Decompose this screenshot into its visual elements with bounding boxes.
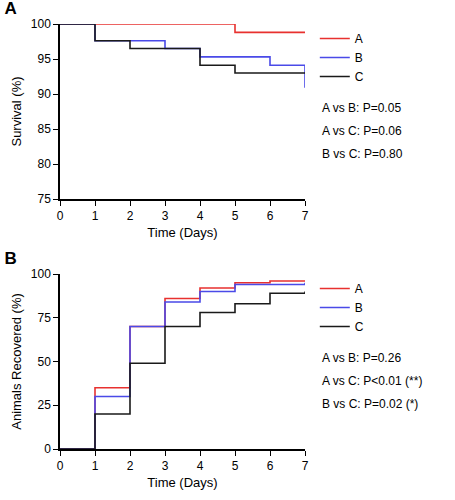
svg-text:1: 1	[92, 209, 99, 223]
svg-text:3: 3	[162, 459, 169, 473]
svg-text:B vs C: P=0.02 (*): B vs C: P=0.02 (*)	[322, 397, 418, 411]
svg-text:75: 75	[37, 311, 51, 325]
svg-text:Survival (%): Survival (%)	[9, 76, 24, 146]
svg-text:25: 25	[37, 398, 51, 412]
svg-text:B: B	[5, 250, 17, 268]
svg-text:50: 50	[37, 355, 51, 369]
svg-text:A vs B: P=0.26: A vs B: P=0.26	[322, 351, 401, 365]
svg-text:4: 4	[197, 459, 204, 473]
svg-text:Time (Days): Time (Days)	[147, 475, 217, 490]
svg-text:6: 6	[267, 209, 274, 223]
svg-text:A vs C: P=0.06: A vs C: P=0.06	[322, 124, 402, 138]
svg-text:2: 2	[127, 209, 134, 223]
svg-text:0: 0	[57, 209, 64, 223]
svg-text:100: 100	[31, 17, 51, 31]
svg-text:B vs C: P=0.80: B vs C: P=0.80	[322, 147, 403, 161]
svg-text:B: B	[355, 301, 363, 315]
svg-text:A: A	[355, 282, 363, 296]
svg-text:90: 90	[37, 87, 51, 101]
svg-text:4: 4	[197, 209, 204, 223]
svg-text:0: 0	[57, 459, 64, 473]
svg-text:3: 3	[162, 209, 169, 223]
svg-text:C: C	[355, 70, 364, 84]
svg-text:6: 6	[267, 459, 274, 473]
svg-text:80: 80	[37, 157, 51, 171]
svg-text:100: 100	[31, 267, 51, 281]
svg-text:1: 1	[92, 459, 99, 473]
svg-text:A vs B: P=0.05: A vs B: P=0.05	[322, 101, 401, 115]
svg-text:95: 95	[37, 52, 51, 66]
svg-text:C: C	[355, 320, 364, 334]
svg-text:0: 0	[44, 442, 51, 456]
svg-text:7: 7	[302, 209, 309, 223]
svg-text:5: 5	[232, 209, 239, 223]
svg-text:75: 75	[37, 192, 51, 206]
svg-text:Animals Recovered (%): Animals Recovered (%)	[9, 293, 24, 430]
svg-text:5: 5	[232, 459, 239, 473]
svg-text:2: 2	[127, 459, 134, 473]
svg-text:A: A	[5, 0, 17, 18]
svg-text:A vs C: P<0.01 (**): A vs C: P<0.01 (**)	[322, 374, 422, 388]
svg-text:Time (Days): Time (Days)	[147, 225, 217, 240]
svg-text:7: 7	[302, 459, 309, 473]
svg-text:B: B	[355, 51, 363, 65]
svg-text:85: 85	[37, 122, 51, 136]
svg-text:A: A	[355, 32, 363, 46]
